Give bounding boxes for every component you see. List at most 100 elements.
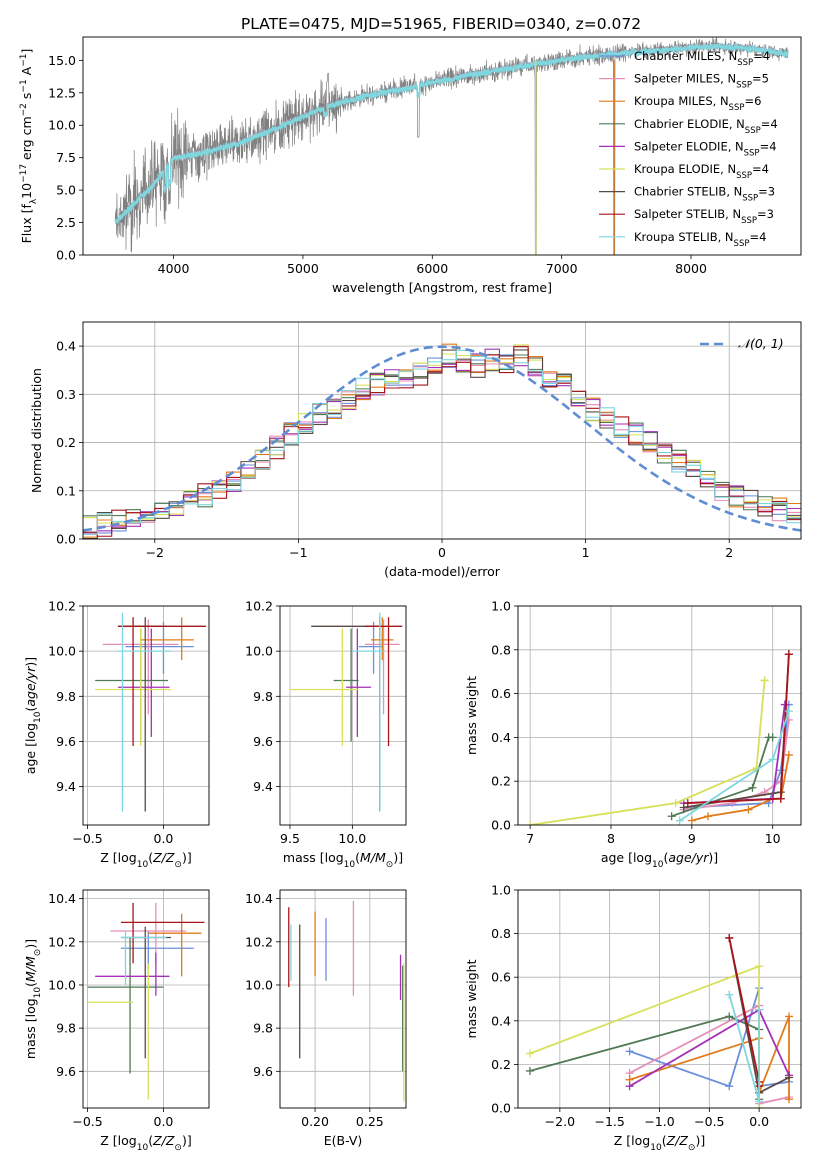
y-tick-label: 0.4 [56,339,76,354]
y-tick-label: 9.6 [56,734,76,749]
label-part: s [19,93,34,104]
plot-area [288,900,405,1102]
legend-label: Chabrier MILES, NSSP=4 [634,49,770,68]
y-axis-label: Normed distribution [29,368,44,493]
mass-weight-line [529,680,766,825]
label-part: −1 [19,79,29,92]
x-tick-label: 0.0 [154,1114,174,1129]
x-axis-label: mass [log10(M/M⊙)] [283,850,403,870]
y-tick-label: 9.6 [56,1064,76,1079]
label-part: )] [182,1133,192,1148]
y-tick-label: 10.2 [245,934,273,949]
mass-weight-marker [525,1049,534,1058]
grid [83,605,209,825]
label-part: 10 [33,711,43,723]
y-tick-label: 0.0 [56,248,76,263]
label-part: Z [log [100,850,136,865]
mass-weight-marker [525,1066,534,1075]
mass-weight-marker [784,750,793,759]
mass-weight-marker [776,794,785,803]
mass-weight-marker [768,733,777,742]
axes-frame [517,605,802,826]
label-part: λ [29,198,39,204]
x-tick-label: 0.0 [154,831,174,846]
label-part: M/M [23,956,38,982]
mass-weight-line [691,754,790,822]
mass-weight-marker [675,816,684,825]
label-part: 10 [137,860,149,870]
y-axis-label: Flux [fλ10−17 erg cm−2 s−1 A−1] [19,49,39,244]
y-tick-label: 0.1 [56,483,76,498]
y-axis-label: mass weight [464,676,479,755]
label-part: )] [695,1133,705,1148]
age-vs-Z-panel: −0.5 0.09.49.69.810.010.2Z [log10(Z/Z⊙)]a… [23,599,210,870]
legend-label-main: Salpeter ELODIE, N [634,139,744,153]
label-part: erg cm [19,116,34,164]
legend-label-sub: SSP [745,126,761,136]
y-tick-label: 10.0 [48,977,76,992]
legend-label-sub: SSP [736,171,752,181]
y-axis-label: mass [log10(M/M⊙)] [23,939,43,1059]
mass-vs-Z-panel: −0.5 0.09.69.810.010.210.4Z [log10(Z/Z⊙)]… [23,889,210,1153]
axes-frame [279,605,407,826]
legend-label-suffix: =3 [758,185,775,199]
x-tick-label: 7 [526,831,534,846]
y-tick-label: 5.0 [56,183,76,198]
legend-label-main: Chabrier MILES, N [634,49,737,63]
legend-label-suffix: =4 [753,49,770,63]
mass-weight-marker [625,1082,634,1091]
legend-label-main: Chabrier ELODIE, N [634,117,745,131]
legend-label: Kroupa MILES, NSSP=6 [634,94,761,113]
data-spectrum-line [114,37,789,255]
y-tick-label: 0.0 [491,818,511,833]
x-axis-label: (data-model)/error [384,564,501,579]
label-part: Flux [f [19,204,34,244]
label-part: age/yr [668,850,709,865]
label-part: Z [log [614,1133,650,1148]
mass-vs-ebv-panel: 0.20 0.25 9.6 9.8 10.0 10.2 10.4 E(B-V) [245,889,407,1148]
figure-title: PLATE=0475, MJD=51965, FIBERID=0340, z=0… [241,15,641,33]
mass-weight-line [529,964,760,1108]
mass-weight-marker [667,812,676,821]
x-tick-label: −0.5 [72,831,102,846]
label-part: Z [log [100,1133,136,1148]
y-tick-label: 15.0 [48,53,76,68]
label-part: Z/Z [152,850,175,865]
x-tick-label: 10 [765,831,781,846]
mass-weight-marker [785,1012,794,1021]
label-part: ( [355,850,360,865]
label-part: ( [662,1133,667,1148]
label-part: mass weight [464,959,479,1038]
legend-label: Salpeter MILES, NSSP=5 [634,72,769,91]
y-tick-label: 10.4 [245,891,273,906]
x-tick-label: −1.0 [644,1114,674,1129]
y-tick-label: 0.4 [491,730,511,745]
mass-weight-marker [755,1097,764,1106]
y-tick-label: 10.0 [48,118,76,133]
y-tick-label: 9.8 [56,1021,76,1036]
y-tick-label: 1.0 [491,599,511,614]
y-tick-label: 10.2 [48,934,76,949]
axes-frame [82,36,802,256]
legend-label-sub: SSP [729,103,745,113]
histogram-panel: −2 −1 0 1 2 0.0 0.1 0.2 0.3 0.4 (data-model)/error… [29,321,802,579]
grid [280,890,406,1108]
label-part: ⊙ [688,1143,696,1153]
plot-area [87,902,205,1100]
label-part: 10 [19,183,34,199]
y-tick-label: 2.5 [56,215,76,230]
label-part: −2 [19,103,29,116]
mass-weight-marker [785,1073,794,1082]
y-tick-label: 9.4 [56,779,76,794]
label-part: (data-model)/error [384,564,501,579]
label-part: Z/Z [666,1133,689,1148]
mass-weight-marker [755,962,764,971]
x-tick-label: −1.5 [594,1114,624,1129]
legend-label-suffix: =4 [749,230,766,244]
x-axis-label: Z [log10(Z/Z⊙)] [100,1133,191,1153]
x-tick-label: 0.25 [356,1114,384,1129]
y-tick-label: 7.5 [56,150,76,165]
x-tick-label: 5000 [287,261,319,276]
label-part: ( [23,707,38,712]
